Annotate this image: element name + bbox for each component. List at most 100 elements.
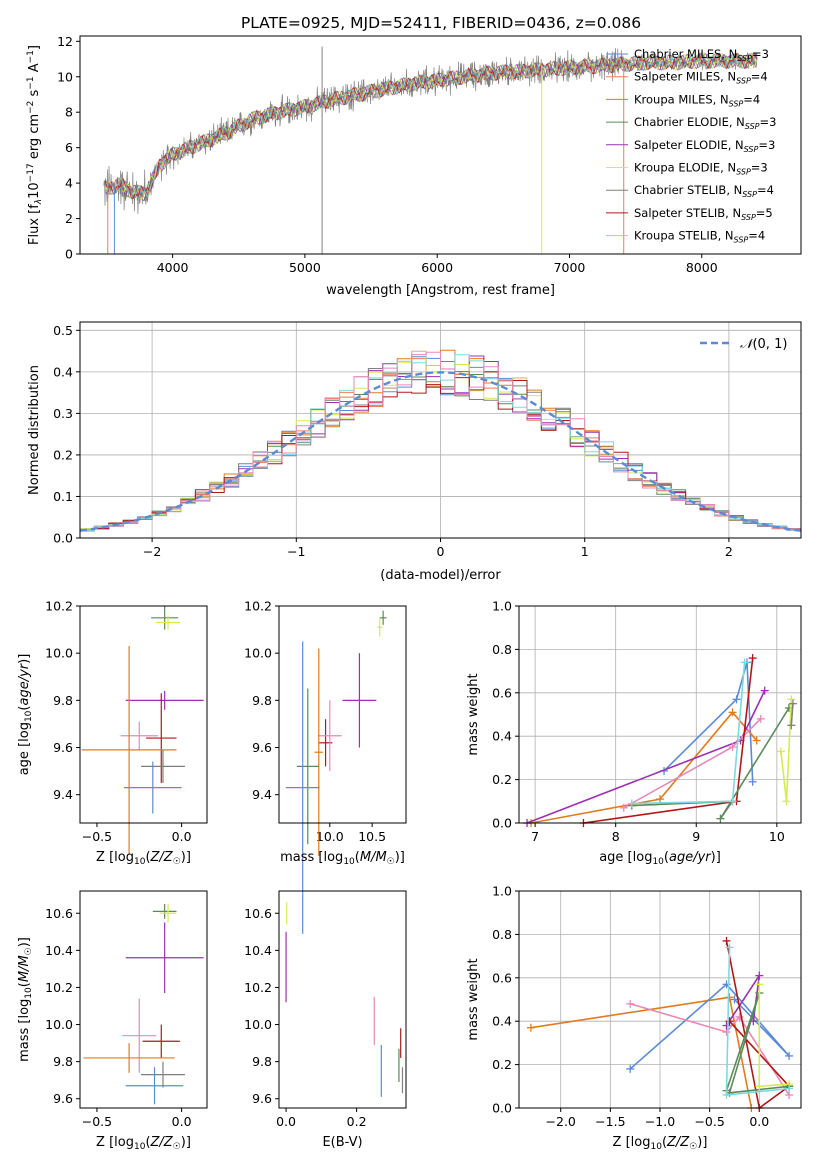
y-tick-label: 0.0 (492, 1101, 512, 1116)
plus-marker (728, 708, 737, 717)
subscript: SSP (742, 190, 757, 199)
subscript: SSP (745, 122, 760, 131)
y-tick-label: 9.8 (252, 693, 272, 708)
plus-marker (619, 803, 628, 812)
mass-weight-series (780, 699, 793, 802)
label-part: =3 (758, 138, 775, 152)
age-vs-metallicity-panel: −0.5 0.0 9.4 9.6 9.8 10.0 10.2 Z [log10(Z/Z☉)] a… (17, 599, 208, 867)
subscript: ☉ (173, 1142, 181, 1152)
legend-label: Salpeter MILES, NSSP=4 (634, 70, 768, 86)
errorbar-point (140, 1061, 185, 1088)
superscript: −17 (26, 163, 36, 182)
y-axis-label: mass weight (466, 958, 481, 1040)
subscript: ☉ (24, 947, 34, 955)
subscript: ☉ (173, 857, 181, 867)
y-tick-label: 0.5 (53, 323, 73, 338)
label-part: =4 (748, 229, 765, 243)
plus-marker (716, 814, 725, 823)
legend-label: Chabrier MILES, NSSP=3 (634, 47, 769, 63)
plus-marker (740, 658, 749, 667)
legend-label: Kroupa STELIB, NSSP=4 (634, 229, 765, 245)
x-tick-label: −0.5 (694, 1114, 724, 1129)
axes-frame (79, 890, 208, 1109)
label-part: =5 (756, 206, 773, 220)
errorbar-point (120, 721, 158, 750)
x-tick-label: −0.5 (82, 1114, 112, 1129)
x-tick-label: 7000 (554, 260, 586, 275)
subscript: 10 (24, 987, 34, 999)
label-part: ( (17, 706, 32, 711)
legend-label: Kroupa MILES, NSSP=4 (634, 92, 760, 108)
plus-marker (728, 797, 737, 806)
x-tick-label: 7 (531, 829, 539, 844)
y-tick-label: 0 (65, 247, 73, 262)
label-part: )] (395, 850, 405, 865)
mass-weight-series (583, 658, 754, 824)
x-tick-label: 5000 (289, 260, 321, 275)
plus-marker (787, 695, 796, 704)
subscript: λ (34, 199, 44, 205)
y-tick-label: 10.0 (45, 1017, 73, 1032)
plus-marker (788, 699, 797, 708)
y-tick-label: 9.4 (53, 787, 73, 802)
mass-weight-series (725, 992, 790, 1094)
mass-weight-series (530, 996, 753, 1109)
label-part: M/M (17, 955, 32, 982)
plus-marker (722, 1090, 731, 1099)
mass-weight-vs-metallicity-panel: −2.0 −1.5 −1.0 −0.5 0.0 0.0 0.2 0.4 0.6 0.8 1.0 Z [… (466, 884, 802, 1152)
mass-vs-metallicity-panel: −0.5 0.0 9.6 9.8 10.0 10.2 10.4 10.6 Z [log10(Z/… (17, 890, 208, 1152)
x-tick-label: 10.5 (358, 829, 386, 844)
label-part: ( (145, 1135, 150, 1150)
y-tick-label: 10.2 (244, 599, 272, 614)
errorbar-point (379, 610, 387, 625)
y-tick-label: 10.0 (45, 646, 73, 661)
x-axis-label: mass [log10(M/M☉)] (280, 850, 405, 867)
y-tick-label: 0.6 (492, 685, 512, 700)
plus-marker (722, 936, 731, 945)
y-axis-label: mass weight (466, 673, 481, 755)
figure-title: PLATE=0925, MJD=52411, FIBERID=0436, z=0… (241, 14, 641, 32)
label-part: =4 (751, 70, 768, 84)
x-tick-label: 0.2 (347, 1114, 367, 1129)
label-part: 10 (27, 182, 42, 199)
axes-frame (79, 321, 802, 539)
plus-marker (785, 1084, 794, 1093)
label-part: ( (355, 850, 360, 865)
plus-marker (756, 714, 765, 723)
subscript: 10 (652, 857, 664, 867)
y-tick-label: 9.6 (252, 740, 272, 755)
errorbar-point (140, 749, 185, 783)
plus-marker (787, 721, 796, 730)
x-tick-label: 9 (692, 829, 700, 844)
subscript: SSP (741, 213, 756, 222)
errorbar-point (342, 653, 377, 748)
gaussian-curve (79, 371, 802, 532)
superscript: −1 (26, 76, 36, 89)
model-spectrum (104, 52, 758, 199)
plus-marker (755, 971, 764, 980)
plus-marker (782, 797, 791, 806)
y-tick-label: 4 (65, 176, 73, 191)
y-tick-label: 0.3 (53, 406, 73, 421)
legend-label: Chabrier ELODIE, NSSP=3 (634, 115, 776, 131)
model-spectrum (104, 53, 757, 202)
errorbar-point (317, 700, 342, 772)
errorbar-point (285, 641, 320, 934)
mass-weight-vs-age-panel: 7 8 9 10 0.0 0.2 0.4 0.6 0.8 1.0 age [log10(age/yr… (466, 599, 802, 867)
y-axis-label: Normed distribution (27, 365, 42, 495)
label-part: Z/Z (666, 1135, 690, 1150)
y-tick-label: 9.6 (53, 740, 73, 755)
y-tick-label: 8 (65, 105, 73, 120)
axes-frame (79, 605, 208, 824)
label-part: )] (697, 1135, 707, 1150)
y-axis-label: mass [log10(M/M☉)] (17, 937, 34, 1062)
residual-histogram (80, 351, 801, 531)
y-tick-label: 0.8 (492, 642, 512, 657)
label-part: erg cm (27, 114, 42, 163)
y-tick-label: 0.1 (53, 489, 73, 504)
label-part: ( (662, 1135, 667, 1150)
label-part: Z/Z (150, 850, 174, 865)
plus-marker (526, 1023, 535, 1032)
errorbar-point (377, 617, 383, 637)
y-tick-label: 0.4 (492, 729, 512, 744)
